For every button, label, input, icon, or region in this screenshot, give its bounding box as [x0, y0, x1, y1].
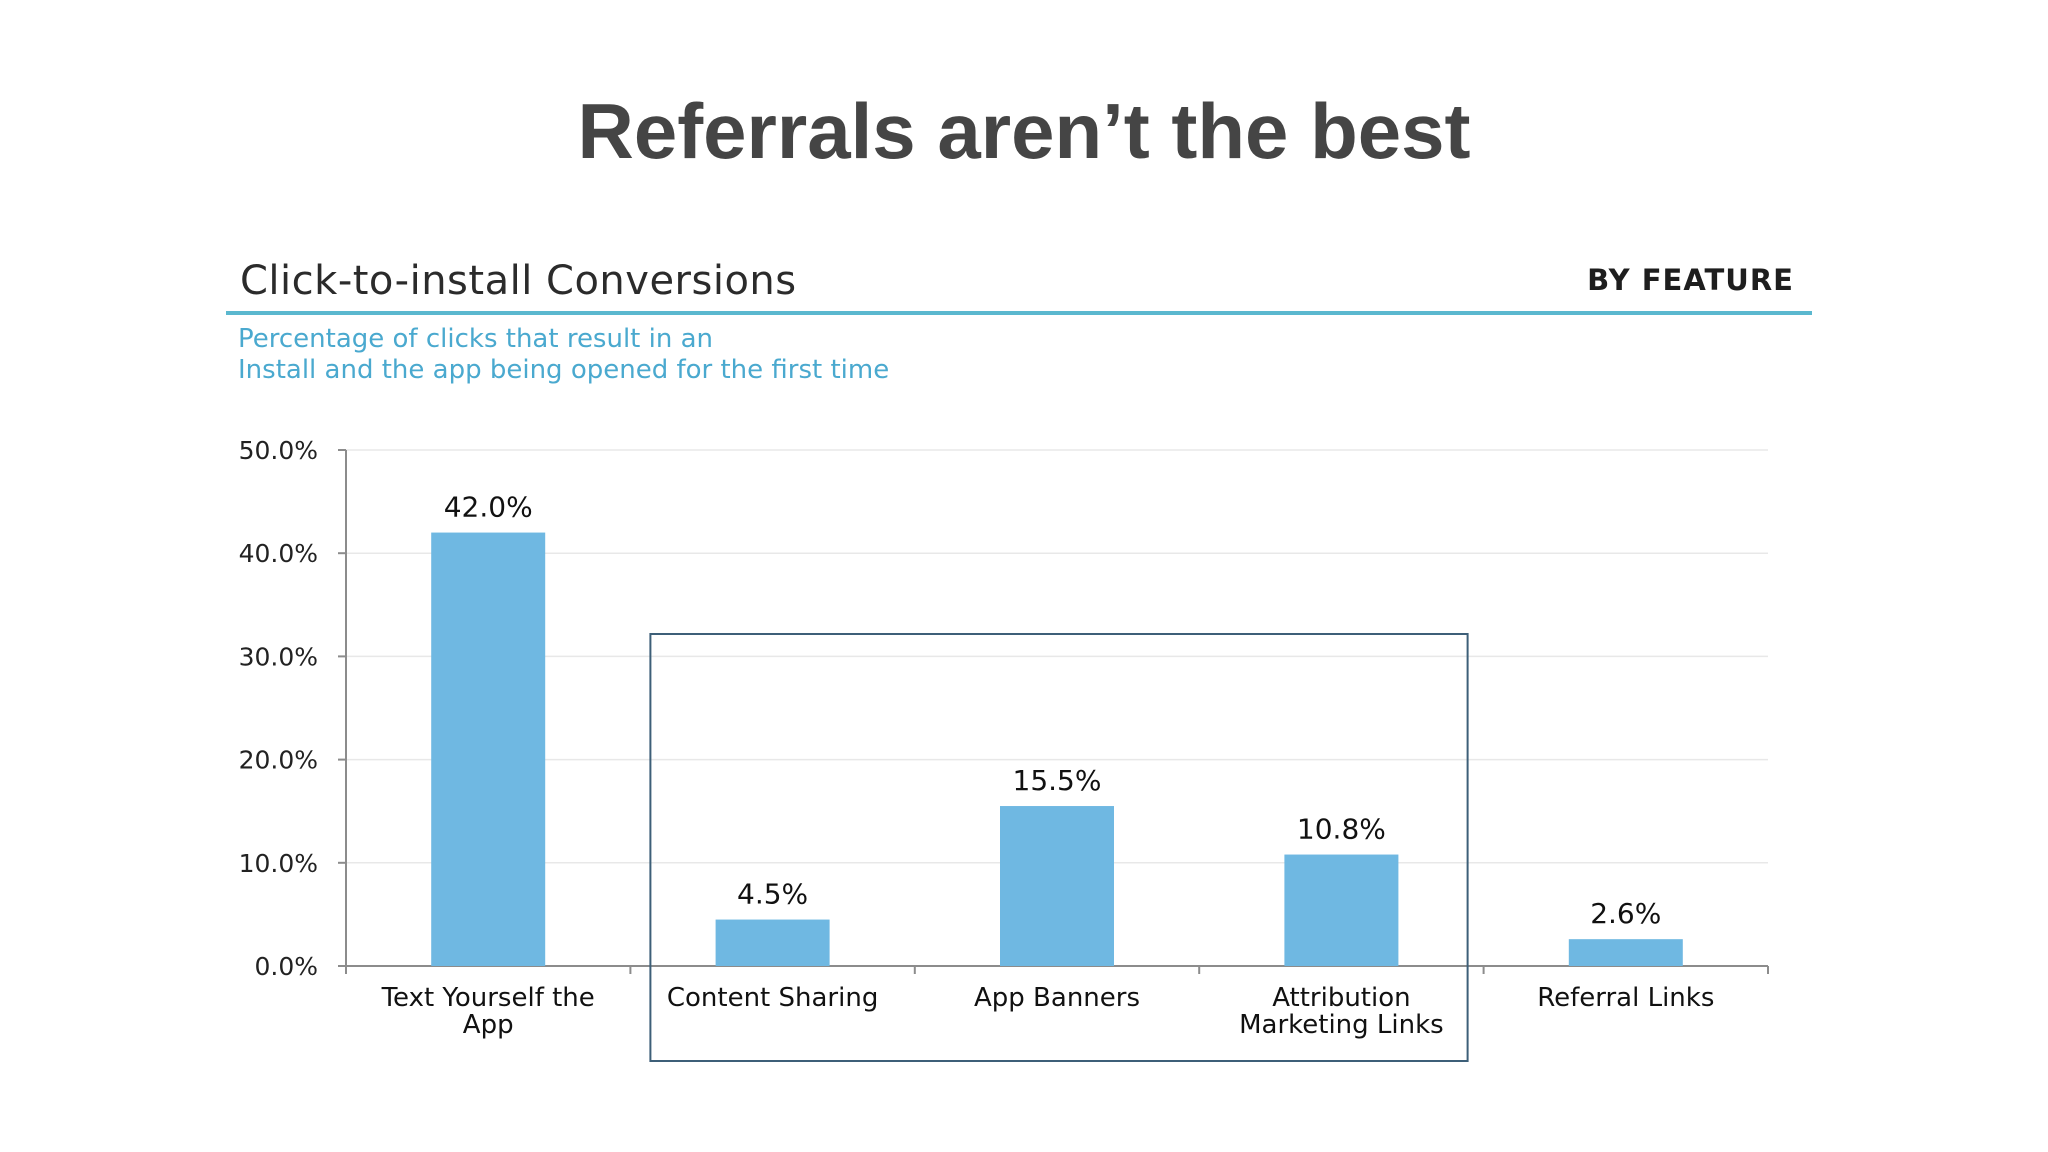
bar: [715, 919, 830, 966]
title-rule: [226, 311, 1812, 315]
chart-title: Click-to-install Conversions: [240, 258, 797, 304]
bar: [1284, 854, 1399, 966]
chart-subtitle: Percentage of clicks that result in an I…: [238, 324, 889, 386]
y-tick-label: 10.0%: [239, 849, 318, 878]
chart-subtitle-line-2: Install and the app being opened for the…: [238, 355, 890, 385]
y-tick-label: 20.0%: [239, 746, 318, 775]
x-tick-label: Attribution: [1272, 983, 1410, 1013]
x-tick-label: Text Yourself the: [381, 983, 595, 1013]
data-label: 4.5%: [737, 878, 808, 911]
y-tick-label: 0.0%: [254, 952, 318, 981]
bar: [1568, 939, 1683, 966]
y-tick-label: 40.0%: [239, 539, 318, 568]
data-label: 15.5%: [1013, 764, 1102, 797]
slide-title: Referrals aren’t the best: [577, 87, 1471, 175]
x-tick-label: Content Sharing: [667, 983, 878, 1013]
bar: [1000, 806, 1114, 966]
highlight-box: [649, 633, 1469, 1062]
x-tick-label: App Banners: [974, 983, 1140, 1013]
chart-tag: BY FEATURE: [1587, 263, 1794, 297]
x-tick-label: App: [463, 1010, 514, 1040]
x-tick-label: Referral Links: [1537, 983, 1714, 1013]
bar: [431, 532, 546, 966]
data-label: 2.6%: [1590, 897, 1661, 930]
data-label: 42.0%: [444, 491, 533, 524]
y-tick-label: 30.0%: [239, 642, 318, 671]
y-tick-label: 50.0%: [239, 436, 318, 465]
data-label: 10.8%: [1297, 813, 1386, 846]
x-tick-label: Marketing Links: [1239, 1010, 1444, 1040]
chart-subtitle-line-1: Percentage of clicks that result in an: [238, 324, 714, 354]
